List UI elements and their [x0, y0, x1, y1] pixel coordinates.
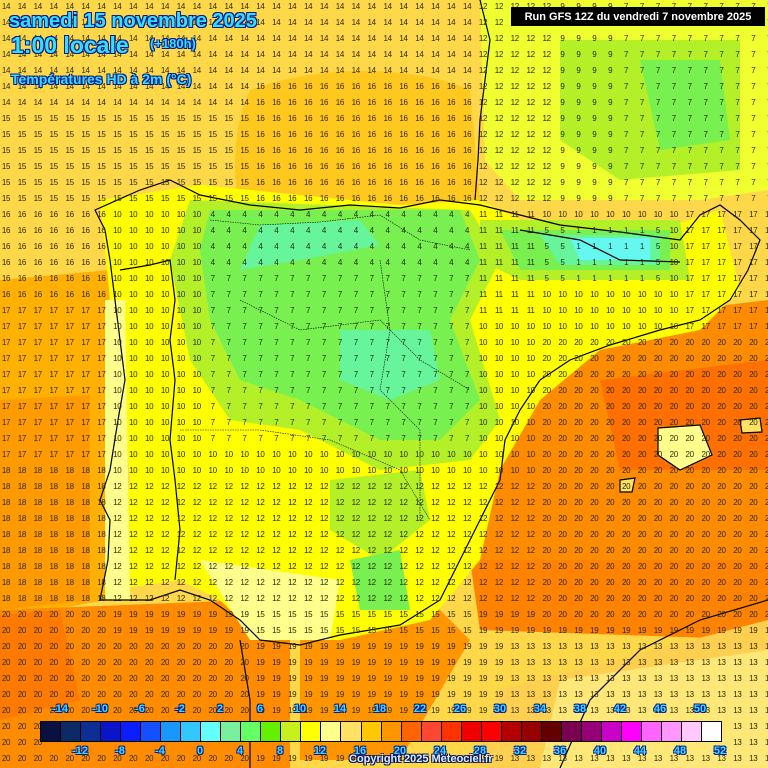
legend-label: 30 [494, 703, 506, 715]
legend-swatch [641, 722, 662, 741]
legend-swatch [261, 722, 282, 741]
legend-label: -12 [72, 745, 88, 757]
legend-label: -8 [115, 745, 125, 757]
legend-label: 38 [574, 703, 586, 715]
legend-swatch [441, 722, 462, 741]
model-run-label: Run GFS 12Z du vendredi 7 novembre 2025 [511, 7, 765, 26]
legend-swatch [101, 722, 122, 741]
legend-swatch [702, 722, 722, 741]
legend-label: 52 [714, 745, 726, 757]
legend-swatch [201, 722, 222, 741]
legend-swatch [581, 722, 602, 741]
legend-swatch [561, 722, 582, 741]
legend-label: -4 [155, 745, 165, 757]
legend-label: 6 [257, 703, 263, 715]
legend-swatch [41, 722, 62, 741]
legend-swatch [121, 722, 142, 741]
model-run-text: Run GFS 12Z du vendredi 7 novembre 2025 [525, 11, 752, 23]
legend-swatch [221, 722, 242, 741]
legend-label: 24 [434, 745, 446, 757]
legend-swatch [601, 722, 622, 741]
legend-label: 26 [454, 703, 466, 715]
legend-label: 22 [414, 703, 426, 715]
legend-label: 42 [614, 703, 626, 715]
legend-label: 16 [354, 745, 366, 757]
legend-swatch [521, 722, 542, 741]
legend-swatch [682, 722, 703, 741]
legend-label: 50 [694, 703, 706, 715]
legend-swatch [421, 722, 442, 741]
legend-swatch [141, 722, 162, 741]
legend-swatch [161, 722, 182, 741]
legend-label: 12 [314, 745, 326, 757]
legend-swatch [301, 722, 322, 741]
legend-swatch [661, 722, 682, 741]
legend-label: 46 [654, 703, 666, 715]
forecast-lead-time: (+180h) [150, 36, 196, 51]
legend-swatch [181, 722, 202, 741]
legend-label: 44 [634, 745, 646, 757]
legend-label: 8 [277, 745, 283, 757]
legend-label: 36 [554, 745, 566, 757]
legend-label: 48 [674, 745, 686, 757]
legend-swatch [361, 722, 382, 741]
legend-label: -14 [52, 703, 68, 715]
legend-swatch [401, 722, 422, 741]
legend-swatch [81, 722, 102, 741]
legend-swatch [541, 722, 562, 741]
legend-label: 40 [594, 745, 606, 757]
legend-swatch [621, 722, 642, 741]
legend-label: 28 [474, 745, 486, 757]
legend-label: 20 [394, 745, 406, 757]
legend-swatch [461, 722, 482, 741]
color-scale-legend [40, 721, 722, 742]
legend-swatch [281, 722, 302, 741]
legend-swatch [321, 722, 342, 741]
forecast-date: samedi 15 novembre 2025 [9, 10, 257, 33]
legend-swatch [501, 722, 522, 741]
legend-swatch [381, 722, 402, 741]
legend-label: 4 [237, 745, 243, 757]
legend-label: 14 [334, 703, 346, 715]
legend-label: 18 [374, 703, 386, 715]
legend-label: 10 [294, 703, 306, 715]
legend-swatch [481, 722, 502, 741]
copyright-text: Copyright 2025 Meteociel.fr [349, 753, 493, 765]
legend-label: 32 [514, 745, 526, 757]
legend-swatch [61, 722, 82, 741]
parameter-title: Températures HD à 2m (°C) [11, 71, 191, 87]
legend-label: 2 [217, 703, 223, 715]
legend-swatch [241, 722, 262, 741]
legend-label: -10 [92, 703, 108, 715]
forecast-time: 1:00 locale [11, 32, 129, 59]
legend-label: 0 [197, 745, 203, 757]
legend-swatch [341, 722, 362, 741]
legend-label: -6 [135, 703, 145, 715]
legend-label: -2 [175, 703, 185, 715]
legend-label: 34 [534, 703, 546, 715]
